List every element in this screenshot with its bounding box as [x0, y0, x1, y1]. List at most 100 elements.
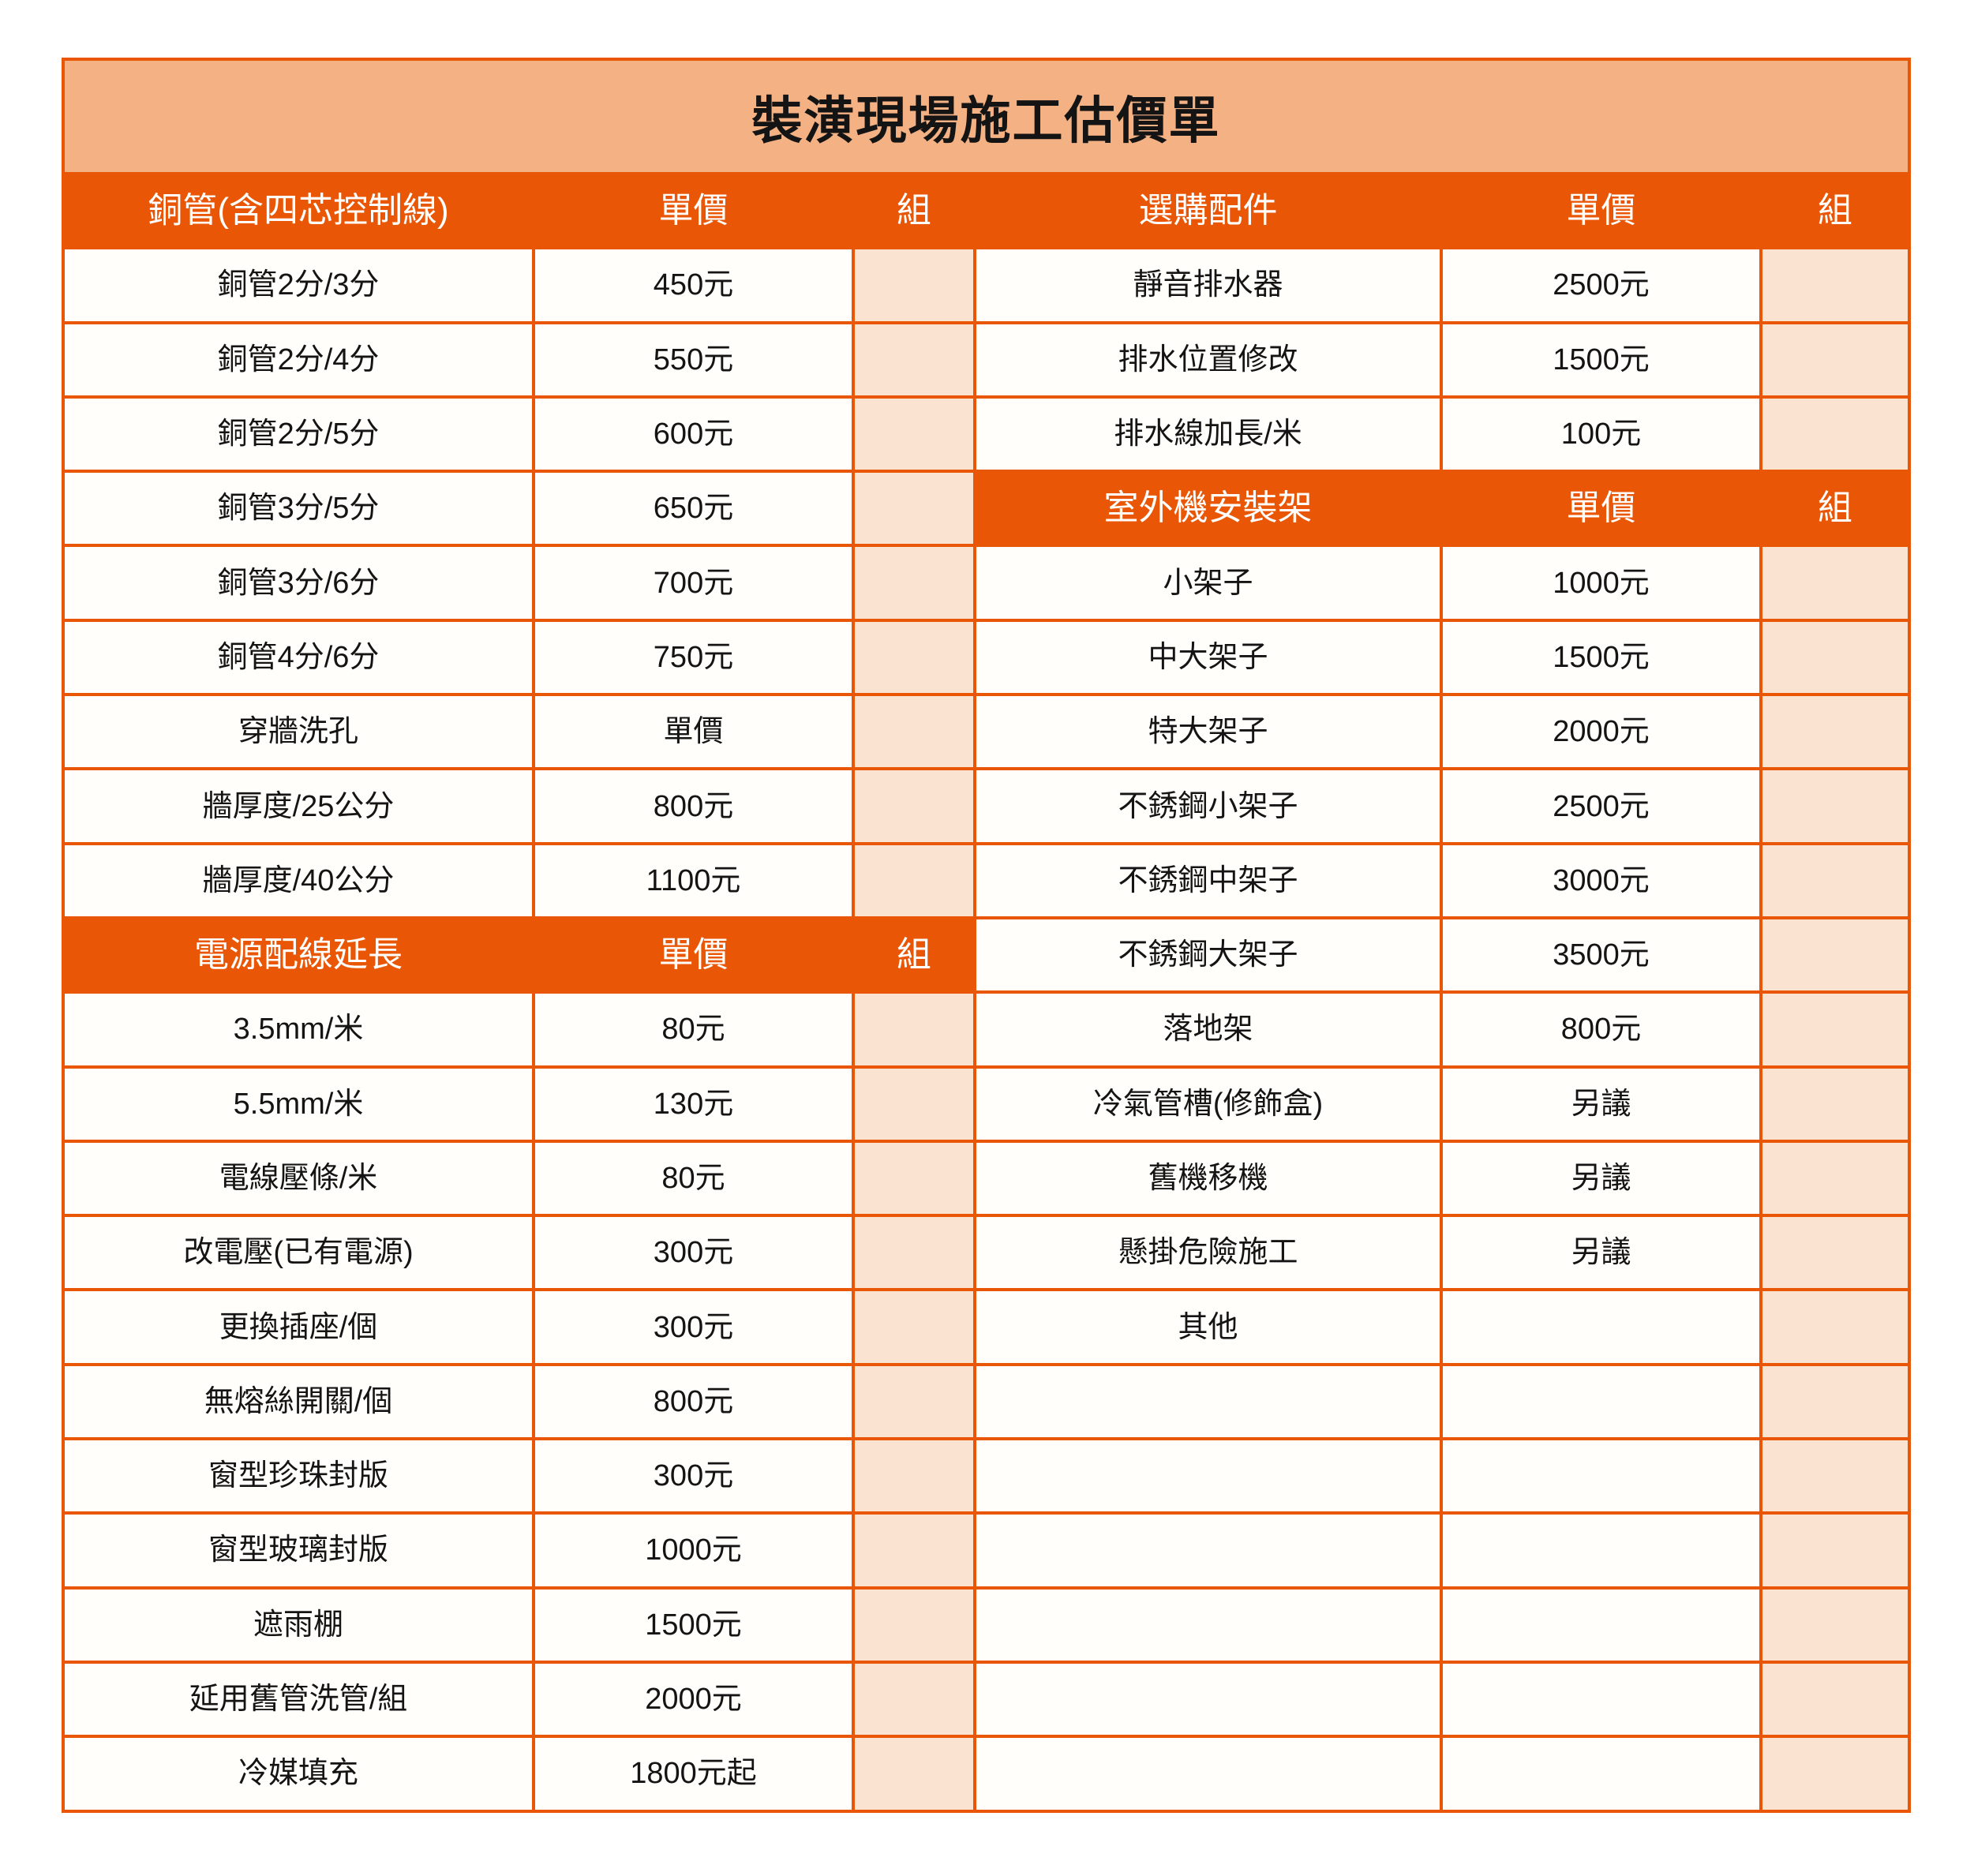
price-cell: 1100元	[535, 844, 852, 916]
price-cell: 另議	[1443, 1142, 1759, 1215]
item-cell: 窗型珍珠封版	[65, 1440, 532, 1512]
sheet-title: 裝潢現場施工估價單	[65, 61, 1908, 172]
item-cell: 更換插座/個	[65, 1291, 532, 1363]
section-header-item: 選購配件	[976, 175, 1440, 247]
price-cell: 550元	[535, 324, 852, 395]
unit-cell	[855, 473, 973, 545]
unit-cell	[1762, 1142, 1908, 1215]
unit-cell	[1762, 1515, 1908, 1586]
section-header-price: 單價	[1443, 175, 1759, 247]
price-cell: 600元	[535, 398, 852, 470]
price-cell: 3500元	[1443, 919, 1759, 991]
price-cell: 3000元	[1443, 844, 1759, 916]
item-cell	[976, 1515, 1440, 1586]
item-cell	[976, 1365, 1440, 1438]
unit-cell	[1762, 1440, 1908, 1512]
unit-cell	[1762, 919, 1908, 991]
item-cell	[976, 1663, 1440, 1736]
price-cell	[1443, 1291, 1759, 1363]
price-cell	[1443, 1515, 1759, 1586]
item-cell: 排水位置修改	[976, 324, 1440, 395]
unit-cell	[855, 1589, 973, 1661]
item-cell	[976, 1738, 1440, 1810]
item-cell: 靜音排水器	[976, 249, 1440, 321]
unit-cell	[1762, 1365, 1908, 1438]
price-cell	[1443, 1440, 1759, 1512]
unit-cell	[855, 1663, 973, 1736]
price-cell: 2000元	[535, 1663, 852, 1736]
item-cell: 小架子	[976, 547, 1440, 619]
unit-cell	[1762, 1068, 1908, 1140]
unit-cell	[1762, 249, 1908, 321]
unit-cell	[855, 1440, 973, 1512]
unit-cell	[1762, 696, 1908, 768]
price-cell: 另議	[1443, 1068, 1759, 1140]
unit-cell	[855, 249, 973, 321]
unit-cell	[855, 1068, 973, 1140]
price-cell: 130元	[535, 1068, 852, 1140]
item-cell: 銅管2分/5分	[65, 398, 532, 470]
item-cell: 改電壓(已有電源)	[65, 1217, 532, 1289]
price-cell: 450元	[535, 249, 852, 321]
price-cell: 800元	[535, 1365, 852, 1438]
item-cell: 窗型玻璃封版	[65, 1515, 532, 1586]
item-cell: 牆厚度/40公分	[65, 844, 532, 916]
unit-cell	[1762, 1217, 1908, 1289]
price-cell: 800元	[1443, 994, 1759, 1065]
unit-cell	[855, 994, 973, 1065]
item-cell: 舊機移機	[976, 1142, 1440, 1215]
unit-cell	[1762, 621, 1908, 694]
item-cell: 銅管2分/3分	[65, 249, 532, 321]
item-cell: 特大架子	[976, 696, 1440, 768]
item-cell: 懸掛危險施工	[976, 1217, 1440, 1289]
section-header-price: 單價	[535, 175, 852, 247]
unit-cell	[1762, 1589, 1908, 1661]
unit-cell	[855, 324, 973, 395]
section-header-unit: 組	[1762, 175, 1908, 247]
item-cell: 延用舊管洗管/組	[65, 1663, 532, 1736]
item-cell	[976, 1440, 1440, 1512]
item-cell: 遮雨棚	[65, 1589, 532, 1661]
item-cell: 電線壓條/米	[65, 1142, 532, 1215]
unit-cell	[855, 1738, 973, 1810]
item-cell: 不銹鋼中架子	[976, 844, 1440, 916]
section-header-unit: 組	[855, 175, 973, 247]
unit-cell	[1762, 1663, 1908, 1736]
item-cell: 冷媒填充	[65, 1738, 532, 1810]
price-cell: 800元	[535, 770, 852, 842]
unit-cell	[855, 1217, 973, 1289]
price-cell: 80元	[535, 994, 852, 1065]
price-cell	[1443, 1589, 1759, 1661]
price-cell: 300元	[535, 1291, 852, 1363]
item-cell: 銅管3分/5分	[65, 473, 532, 545]
item-cell: 冷氣管槽(修飾盒)	[976, 1068, 1440, 1140]
unit-cell	[1762, 770, 1908, 842]
estimate-sheet: 裝潢現場施工估價單 銅管(含四芯控制線) 單價組選購配件 單價組銅管2分/3分 450…	[62, 58, 1911, 1813]
price-cell: 另議	[1443, 1217, 1759, 1289]
section-header-price: 單價	[1443, 473, 1759, 545]
item-cell: 不銹鋼大架子	[976, 919, 1440, 991]
unit-cell	[1762, 844, 1908, 916]
price-cell: 100元	[1443, 398, 1759, 470]
item-cell: 不銹鋼小架子	[976, 770, 1440, 842]
item-cell: 5.5mm/米	[65, 1068, 532, 1140]
price-cell: 1800元起	[535, 1738, 852, 1810]
unit-cell	[855, 1365, 973, 1438]
unit-cell	[855, 547, 973, 619]
price-cell: 650元	[535, 473, 852, 545]
item-cell: 穿牆洗孔	[65, 696, 532, 768]
price-cell: 單價	[535, 696, 852, 768]
item-cell: 其他	[976, 1291, 1440, 1363]
section-header-price: 單價	[535, 919, 852, 991]
price-cell: 1000元	[1443, 547, 1759, 619]
price-cell	[1443, 1365, 1759, 1438]
item-cell: 落地架	[976, 994, 1440, 1065]
section-header-unit: 組	[855, 919, 973, 991]
price-cell	[1443, 1663, 1759, 1736]
price-cell: 1500元	[1443, 324, 1759, 395]
item-cell: 3.5mm/米	[65, 994, 532, 1065]
price-cell: 2500元	[1443, 770, 1759, 842]
price-cell: 1500元	[1443, 621, 1759, 694]
price-cell: 2500元	[1443, 249, 1759, 321]
price-cell: 80元	[535, 1142, 852, 1215]
